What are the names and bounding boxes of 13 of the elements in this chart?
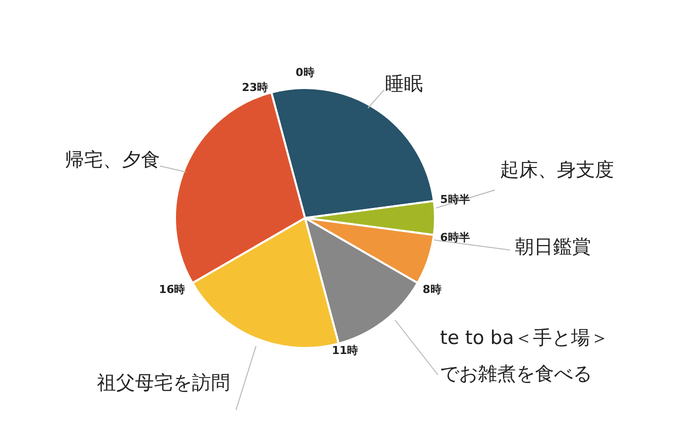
text: 8時 [422, 283, 442, 296]
slice-label: 帰宅、夕食 [65, 149, 160, 171]
text: 16時 [158, 283, 186, 296]
text: 0時 [296, 66, 314, 79]
text: 11時 [332, 344, 358, 357]
slice-label: 祖父母宅を訪問 [97, 372, 230, 394]
text: 5時半 [440, 193, 470, 206]
slice-label: 睡眠 [385, 73, 423, 95]
slice-label: 起床、身支度 [500, 159, 614, 181]
slice-label: te to ba＜手と場＞でお雑煮を食べる [440, 327, 609, 385]
text: 23時 [242, 81, 268, 94]
text: 6時半 [440, 231, 470, 244]
slice-label: 朝日鑑賞 [515, 236, 591, 258]
